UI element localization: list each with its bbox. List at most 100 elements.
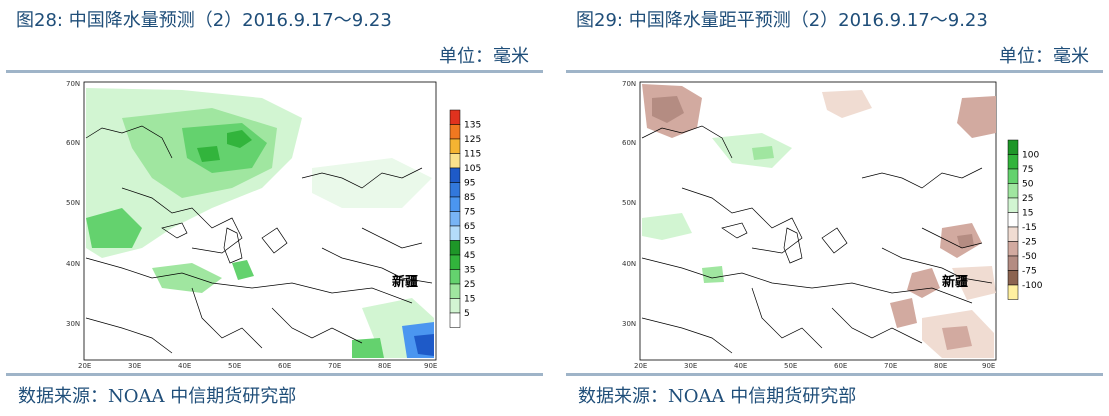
lat-label: 50N [622,199,636,207]
lon-label: 30E [684,362,697,370]
lon-label: 80E [934,362,947,370]
lat-label: 70N [66,80,80,88]
legend-label: -100 [1022,281,1043,291]
coastlines [641,125,993,354]
source-label: 数据来源：NOAA 中信期货研究部 [18,386,297,407]
legend-label: 105 [464,164,481,174]
figure-title: 图28: 中国降水量预测（2）2016.9.17～9.23 [16,10,392,31]
lat-label: 30N [622,320,636,328]
lon-label: 50E [228,362,241,370]
legend-label: 65 [464,222,475,232]
lat-label: 70N [622,80,636,88]
lon-label: 70E [884,362,897,370]
lon-label: 50E [784,362,797,370]
legend-label: 25 [1022,194,1033,204]
legend-label: 15 [1022,209,1033,219]
lon-label: 20E [634,362,647,370]
legend-swatch [1007,183,1019,199]
legend-swatch [1007,154,1019,170]
lon-label: 20E [78,362,91,370]
legend-swatch [449,254,461,270]
panel-precipitation-anomaly-forecast: 图29: 中国降水量距平预测（2）2016.9.17～9.23 单位：毫米 [566,0,1103,416]
divider-bottom [6,373,543,376]
legend-label: 75 [1022,165,1033,175]
region-label-xinjiang: 新疆 [942,274,968,290]
lon-label: 90E [424,362,437,370]
legend-swatch [449,240,461,256]
legend-swatch [449,153,461,169]
legend-label: -75 [1022,267,1037,277]
divider-bottom [566,373,1103,376]
legend-label: 95 [464,179,475,189]
legend-swatch [1007,226,1019,242]
divider-top [566,70,1103,73]
coastlines [85,125,433,354]
legend-swatch [449,138,461,154]
precip-areas [86,88,434,358]
legend-label: 115 [464,150,481,160]
legend-swatch [1007,284,1019,300]
precip-legend: 135 125 115 105 95 85 75 65 55 45 35 25 15 5 [449,109,481,328]
legend-swatch [449,312,461,328]
legend-swatch [1007,212,1019,228]
legend-swatch [449,211,461,227]
anomaly-legend: 100 75 50 25 15 -15 -25 -50 -75 -100 [1007,139,1043,300]
lon-label: 40E [178,362,191,370]
map-svg: 70N 60N 50N 40N 30N 20E 30E 40E 50E 60E … [66,80,437,370]
legend-label: -25 [1022,238,1037,248]
legend-label: 55 [464,237,475,247]
legend-swatch [1007,241,1019,257]
legend-label: 50 [1022,180,1034,190]
lon-label: 60E [278,362,291,370]
source-label: 数据来源：NOAA 中信期货研究部 [578,386,857,407]
legend-label: 75 [464,208,475,218]
panel-precipitation-forecast: 图28: 中国降水量预测（2）2016.9.17～9.23 单位：毫米 [6,0,543,416]
legend-swatch [1007,168,1019,184]
legend-swatch [1007,197,1019,213]
unit-label: 单位：毫米 [999,46,1089,67]
legend-swatch [449,225,461,241]
region-label-xinjiang: 新疆 [392,274,418,290]
lon-label: 90E [982,362,995,370]
lat-label: 40N [66,260,80,268]
legend-swatch [449,167,461,183]
legend-label: 125 [464,135,481,145]
divider-top [6,70,543,73]
anomaly-areas [642,84,996,358]
legend-label: 35 [464,266,475,276]
legend-label: 135 [464,121,481,131]
lat-label: 60N [66,139,80,147]
figure-title: 图29: 中国降水量距平预测（2）2016.9.17～9.23 [576,10,988,31]
lat-label: 50N [66,199,80,207]
lat-label: 30N [66,320,80,328]
legend-swatch [449,196,461,212]
legend-swatch [1007,139,1019,155]
lon-label: 40E [734,362,747,370]
legend-label: 100 [1022,151,1039,161]
legend-label: -50 [1022,252,1037,262]
map-svg: 70N 60N 50N 40N 30N 20E 30E 40E 50E 60E … [622,80,997,370]
lon-label: 80E [378,362,391,370]
legend-swatch [449,124,461,140]
legend-label: 85 [464,193,475,203]
legend-swatch [1007,255,1019,271]
legend-label: 5 [464,309,470,319]
lat-label: 60N [622,139,636,147]
legend-swatch [449,182,461,198]
legend-swatch [449,298,461,314]
precipitation-map: 70N 60N 50N 40N 30N 20E 30E 40E 50E 60E … [62,78,481,370]
lon-label: 30E [128,362,141,370]
legend-swatch [1007,270,1019,286]
legend-label: 15 [464,295,475,305]
anomaly-map: 70N 60N 50N 40N 30N 20E 30E 40E 50E 60E … [622,78,1043,370]
legend-swatch [449,283,461,299]
legend-swatch [449,269,461,285]
lat-label: 40N [622,260,636,268]
lon-label: 60E [834,362,847,370]
legend-label: 25 [464,280,475,290]
legend-label: -15 [1022,223,1037,233]
map-frame [639,81,997,361]
legend-label: 45 [464,251,475,261]
legend-swatch [449,109,461,125]
lon-label: 70E [328,362,341,370]
